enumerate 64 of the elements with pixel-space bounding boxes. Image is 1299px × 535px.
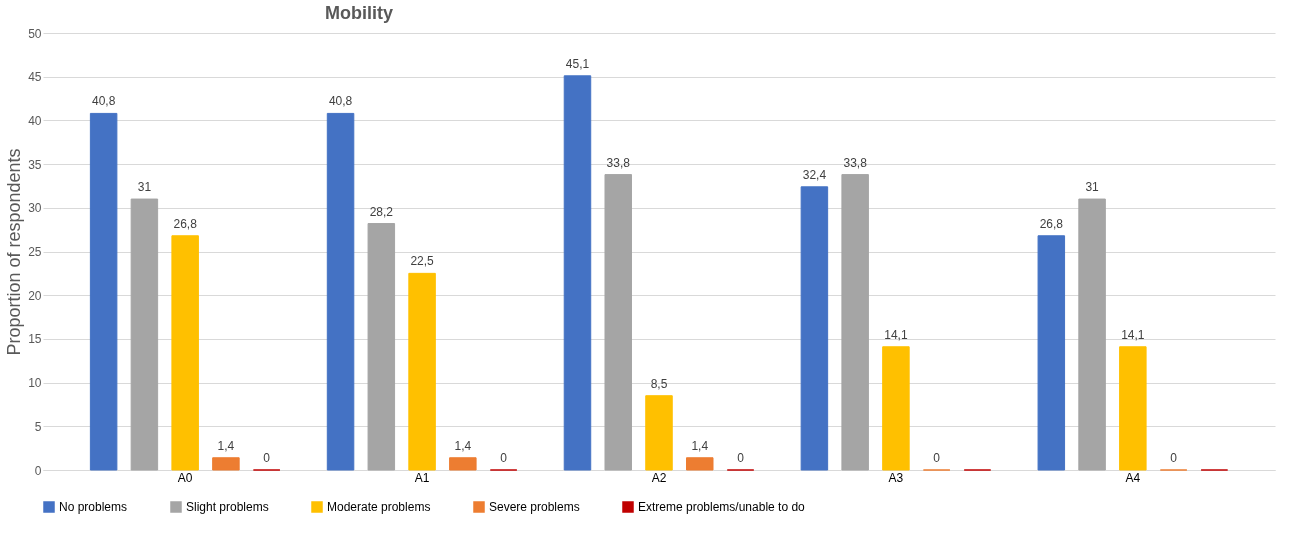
data-label: 31	[1085, 180, 1100, 195]
y-tick-label: 40	[28, 113, 42, 128]
y-tick-label: 30	[28, 201, 42, 216]
bar	[130, 198, 159, 471]
data-label: 0	[1170, 451, 1178, 465]
data-label: 33,8	[606, 155, 631, 170]
y-axis-title: Proportion of respondents	[4, 148, 25, 356]
bar	[800, 186, 829, 471]
x-tick-label: A3	[888, 470, 904, 485]
data-label: 0	[263, 451, 271, 465]
bar	[604, 174, 632, 471]
data-label: 8,5	[650, 376, 668, 391]
bar	[449, 457, 477, 471]
y-tick-label: 20	[28, 288, 42, 303]
bar	[89, 112, 118, 471]
data-label: 40,8	[328, 94, 353, 109]
x-tick-label: A2	[651, 470, 667, 485]
data-label: 0	[737, 451, 745, 465]
y-tick-label: 25	[28, 245, 42, 259]
bar	[1078, 198, 1106, 471]
legend-label: Slight problems	[186, 500, 269, 514]
data-label: 26,8	[173, 216, 198, 231]
bar	[1037, 235, 1066, 471]
data-label: 31	[137, 180, 152, 195]
chart-title: Mobility	[325, 3, 393, 23]
data-label: 1,4	[454, 438, 472, 453]
legend-label: Severe problems	[489, 500, 580, 514]
y-tick-label: 35	[28, 157, 42, 172]
legend-label: Moderate problems	[327, 500, 431, 514]
data-label: 14,1	[884, 327, 908, 342]
y-tick-label: 5	[34, 419, 42, 434]
legend-label: No problems	[59, 500, 128, 514]
bar	[326, 112, 355, 471]
y-tick-label: 10	[28, 376, 42, 391]
data-label: 1,4	[217, 438, 235, 453]
y-tick-label: 15	[28, 332, 42, 347]
bar	[645, 395, 673, 471]
bar	[841, 174, 869, 471]
data-label: 45,1	[565, 56, 590, 71]
x-tick-label: A0	[177, 470, 193, 485]
data-label: 22,5	[410, 254, 435, 269]
data-label: 32,4	[802, 167, 827, 182]
data-label: 26,8	[1039, 216, 1064, 231]
x-tick-label: A4	[1125, 470, 1141, 485]
bar	[686, 457, 714, 471]
bar	[171, 235, 199, 471]
bar	[367, 223, 396, 471]
x-tick-label: A1	[414, 470, 430, 485]
data-label: 0	[500, 451, 508, 465]
data-label: 0	[933, 451, 941, 465]
bar	[1119, 346, 1147, 471]
data-label: 28,2	[369, 204, 394, 219]
bar	[408, 272, 436, 471]
data-label: 33,8	[843, 155, 868, 170]
y-tick-label: 0	[34, 463, 42, 478]
y-tick-label: 45	[28, 70, 42, 85]
data-label: 40,8	[91, 94, 116, 109]
bar	[563, 75, 592, 471]
y-tick-label: 50	[28, 26, 42, 41]
bar	[882, 346, 910, 471]
bar	[212, 457, 240, 471]
data-label: 1,4	[691, 438, 709, 453]
data-label: 14,1	[1121, 327, 1145, 342]
legend-label: Extreme problems/unable to do	[638, 500, 806, 514]
